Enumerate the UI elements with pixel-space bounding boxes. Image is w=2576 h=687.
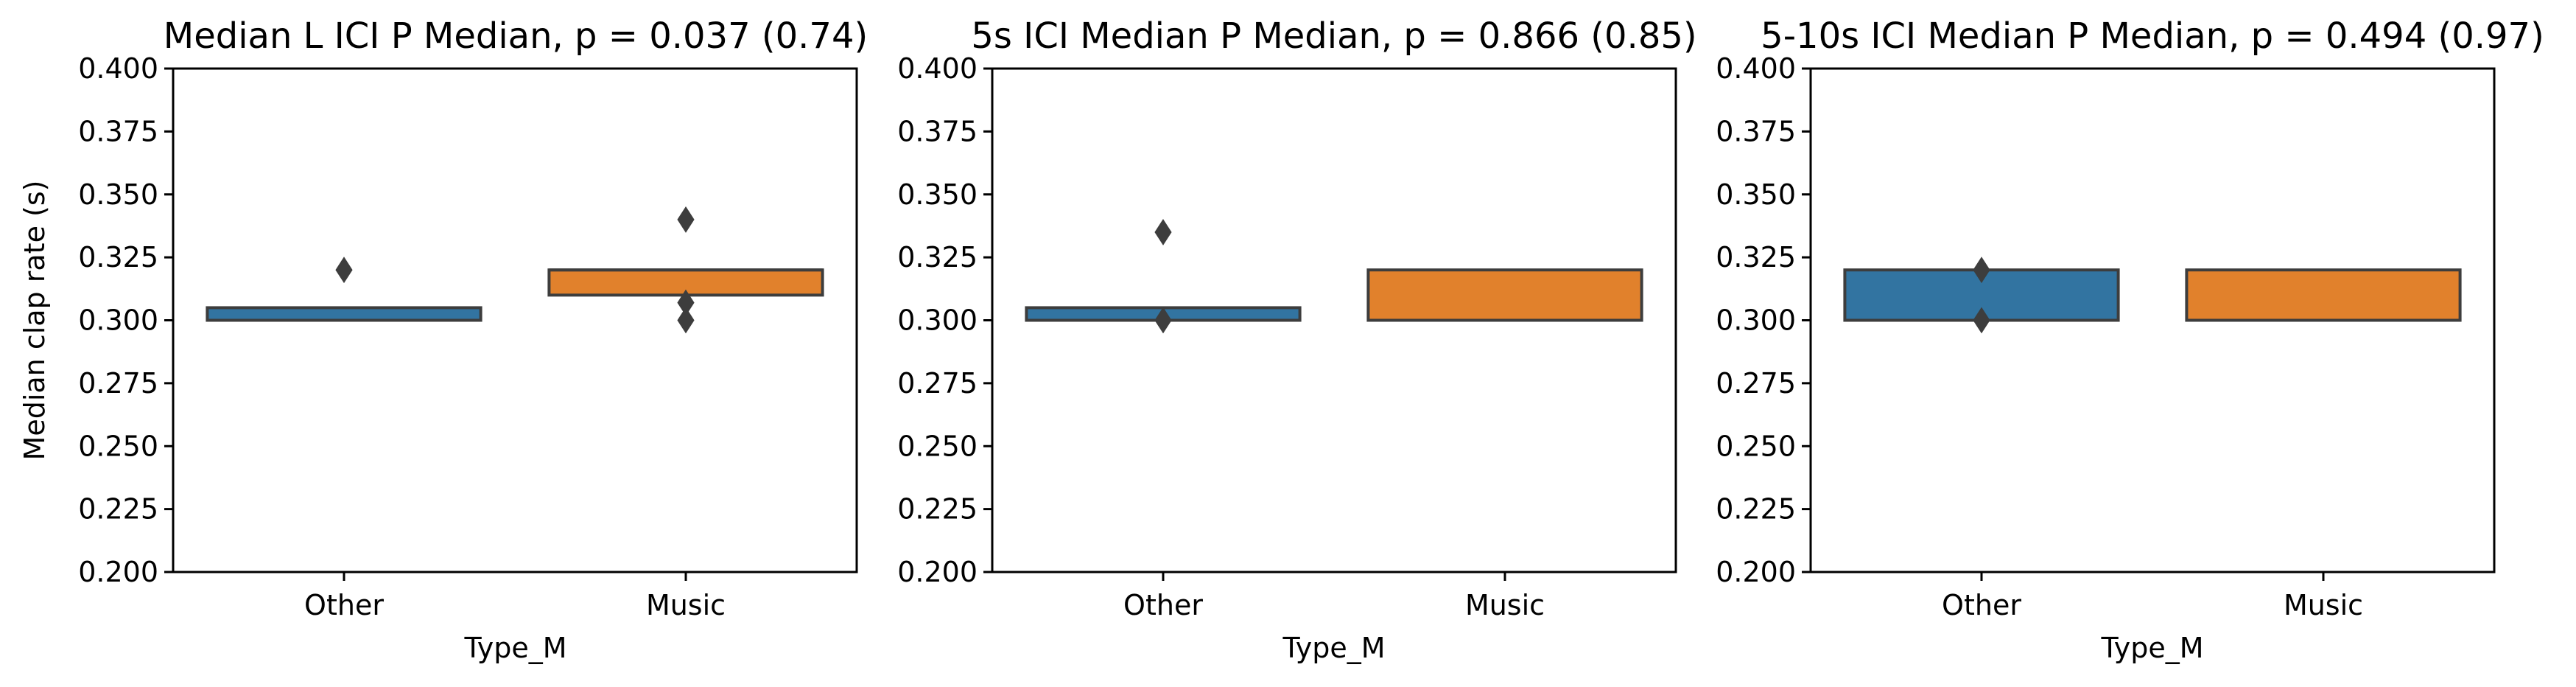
panel-2-ytick-label-5: 0.325 [1716,241,1796,273]
panel-2-outlier-other-1 [1973,307,1990,334]
panel-0-ytick-label-7: 0.375 [78,115,158,147]
panel-1-box-music [1366,268,1643,322]
panel-2-xtick-label-0: Other [1942,589,2021,621]
panel-2-ytick-label-0: 0.200 [1716,556,1796,588]
panel-1-ytick-label-0: 0.200 [897,556,978,588]
panel-1-xtick-label-0: Other [1123,589,1203,621]
panel-2-marks [1843,257,2462,334]
panel-1-ytick-label-7: 0.375 [897,115,978,147]
panel-2-ytick-label-4: 0.300 [1716,304,1796,337]
panel-0-x-axis-label: Type_M [463,632,566,664]
panel-1-yticks: 0.200 0.225 0.250 0.275 0.300 0.325 0.350 0.375… [897,52,992,588]
panel-0-ytick-label-8: 0.400 [78,52,158,85]
panel-1-outlier-other-1 [1154,307,1172,334]
panel-0-ytick-label-5: 0.325 [78,241,158,273]
panel-0-outlier-other-0 [335,257,353,284]
panel-1-xtick-label-1: Music [1465,589,1545,621]
panel-1-ytick-label-2: 0.250 [897,430,978,462]
panel-1-ytick-label-3: 0.275 [897,367,978,400]
panel-1-marks [1025,219,1643,334]
panel-2-ytick-label-8: 0.400 [1716,52,1796,85]
panel-0-box-other [206,306,482,322]
panel-0-ytick-label-0: 0.200 [78,556,158,588]
panel-2-frame [1809,67,2496,573]
panel-0-outlier-music-2 [677,289,695,316]
panel-2-ytick-label-2: 0.250 [1716,430,1796,462]
panel-1-ytick-label-5: 0.325 [897,241,978,273]
panel-0-ytick-label-4: 0.300 [78,304,158,337]
panel-1-frame [991,67,1677,573]
panel-0-ytick-label-3: 0.275 [78,367,158,400]
panel-2-xticks: Other Music [1942,572,2363,621]
panel-2-box-music [2185,268,2462,322]
panel-0-frame [172,67,858,573]
panel-0-title: Median L ICI P Median, p = 0.037 (0.74) [164,15,868,57]
panel-2-outlier-other-0 [1973,257,1990,284]
panel-1-title: 5s ICI Median P Median, p = 0.866 (0.85) [971,15,1696,57]
panel-2: 5-10s ICI Median P Median, p = 0.494 (0.… [1716,15,2544,664]
panel-2-xtick-label-1: Music [2284,589,2363,621]
panel-0: Median L ICI P Median, p = 0.037 (0.74) … [18,15,868,664]
panel-1: 5s ICI Median P Median, p = 0.866 (0.85)… [897,15,1696,664]
panel-1-x-axis-label: Type_M [1282,632,1385,664]
panel-2-title: 5-10s ICI Median P Median, p = 0.494 (0.… [1761,15,2544,57]
panel-2-ytick-label-1: 0.225 [1716,493,1796,526]
panel-0-xticks: Other Music [304,572,726,621]
panel-0-outlier-music-1 [677,307,695,334]
panel-2-yticks: 0.200 0.225 0.250 0.275 0.300 0.325 0.350 0.375… [1716,52,1811,588]
panel-2-ytick-label-6: 0.350 [1716,178,1796,211]
panel-1-ytick-label-8: 0.400 [897,52,978,85]
panel-0-outlier-music-0 [677,206,695,233]
panel-2-ytick-label-7: 0.375 [1716,115,1796,147]
panel-1-ytick-label-4: 0.300 [897,304,978,337]
panel-1-xticks: Other Music [1123,572,1545,621]
panel-2-x-axis-label: Type_M [2100,632,2203,664]
panel-1-outlier-other-0 [1154,219,1172,245]
panel-0-ytick-label-6: 0.350 [78,178,158,211]
panel-1-ytick-label-1: 0.225 [897,493,978,526]
panel-2-ytick-label-3: 0.275 [1716,367,1796,400]
panel-0-ytick-label-2: 0.250 [78,430,158,462]
panel-0-xtick-label-0: Other [304,589,384,621]
panel-0-marks [206,206,824,334]
panel-0-ytick-label-1: 0.225 [78,493,158,526]
panel-1-ytick-label-6: 0.350 [897,178,978,211]
panel-0-xtick-label-1: Music [646,589,726,621]
panel-0-y-axis-label: Median clap rate (s) [18,181,51,461]
panel-0-yticks: 0.200 0.225 0.250 0.275 0.300 0.325 0.350 0.375… [78,52,173,588]
